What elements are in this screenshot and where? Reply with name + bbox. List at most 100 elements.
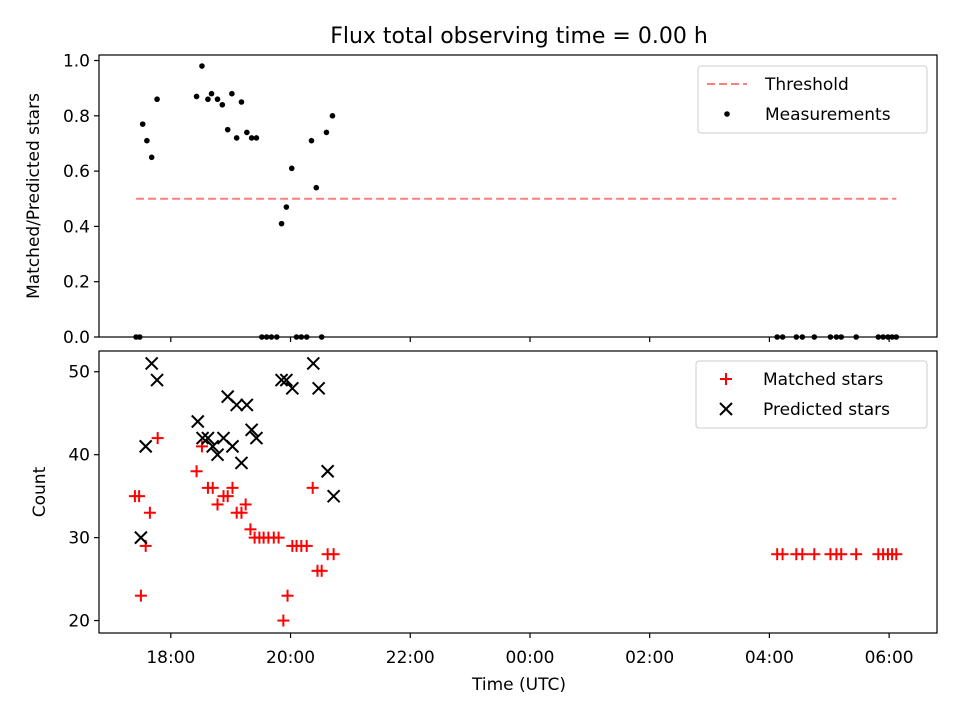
predicted-star-point [285, 381, 300, 396]
measurement-point [288, 165, 295, 172]
bottom-xtick-label: 20:00 [266, 648, 315, 668]
predicted-star-point [210, 447, 225, 462]
bottom-legend-box [695, 360, 928, 429]
matched-star-point [327, 548, 340, 561]
measurement-point [323, 129, 330, 136]
predicted-star-point [195, 431, 210, 445]
top-axes-frame [98, 54, 938, 338]
predicted-star-point [244, 423, 259, 437]
matched-star-point [143, 506, 156, 519]
measurement-point [139, 121, 146, 127]
matched-star-point [211, 498, 224, 511]
predicted-star-point [144, 356, 159, 371]
matched-star-point [134, 589, 147, 602]
top-ytick-label: 0.0 [63, 328, 90, 348]
matched-star-point [221, 490, 234, 503]
measurement-point [193, 93, 200, 100]
measurement-point [238, 99, 245, 105]
measurement-point [219, 101, 226, 108]
matched-star-point [776, 548, 789, 561]
measurement-point [148, 154, 155, 161]
top-ytick-label: 0.8 [63, 107, 90, 127]
top-x-ticks [170, 337, 890, 342]
matched-star-point [272, 531, 285, 544]
top-ytick-label: 1.0 [63, 52, 90, 72]
predicted-star-point [326, 489, 341, 503]
measurement-point [229, 90, 235, 97]
matched-star-point [835, 548, 848, 561]
matched-star-point [850, 548, 863, 561]
measurement-point [208, 90, 215, 97]
measurement-point [224, 126, 231, 133]
matched-star-point [244, 523, 257, 536]
predicted-star-point [134, 530, 148, 545]
matched-star-point [300, 539, 313, 552]
matched-star-point [890, 548, 903, 561]
predicted-star-point [201, 431, 215, 445]
matched-star-point [151, 432, 164, 445]
measurement-point [313, 184, 320, 191]
legend-threshold-label: Threshold [764, 75, 849, 95]
predicted-star-point [311, 381, 326, 396]
top-legend: Threshold Measurements [697, 65, 928, 134]
bottom-xtick-label: 00:00 [505, 648, 554, 668]
legend-predicted-swatch [719, 402, 733, 416]
matched-star-point [281, 589, 294, 602]
predicted-star-point [279, 373, 294, 387]
bottom-xtick-label: 04:00 [745, 648, 794, 668]
measurement-point [253, 135, 260, 141]
top-ylabel: Matched/Predicted stars [24, 93, 44, 299]
bottom-xtick-label: 22:00 [386, 648, 435, 668]
measurement-point [278, 220, 285, 227]
matched-star-point [226, 481, 239, 494]
bottom-xtick-label: 18:00 [146, 648, 195, 668]
matched-star-point [808, 548, 821, 561]
predicted-star-point [225, 439, 240, 454]
measurement-point [283, 204, 290, 210]
bottom-xtick-label: 02:00 [625, 648, 674, 668]
predicted-star-point [274, 373, 289, 387]
predicted-star-point [138, 439, 153, 454]
legend-matched-label: Matched stars [763, 370, 883, 390]
measurement-point [154, 96, 160, 103]
measurement-point [199, 63, 205, 69]
matched-star-point [235, 506, 248, 519]
bottom-x-axis: 18:00 20:00 22:00 00:00 02:00 04:00 06:00 [146, 633, 914, 668]
matched-star-point [306, 481, 319, 494]
measurement-point [144, 137, 150, 144]
predicted-star-point [240, 398, 254, 412]
matched-star-point [796, 548, 809, 561]
measurement-point [308, 137, 315, 144]
bottom-legend: Matched stars Predicted stars [695, 360, 928, 429]
measurement-point [248, 135, 255, 141]
predicted-star-point [150, 373, 164, 387]
top-ytick-label: 0.6 [63, 162, 90, 182]
bottom-ytick-label: 20 [68, 612, 90, 632]
matched-star-point [315, 564, 328, 577]
measurement-point [329, 113, 336, 119]
bottom-axes-frame [98, 350, 938, 634]
chart-title: Flux total observing time = 0.00 h [330, 24, 708, 49]
measurement-point [214, 96, 221, 103]
matched-star-point [190, 465, 203, 478]
bottom-ytick-label: 40 [68, 446, 90, 466]
legend-measurements-swatch [724, 111, 730, 117]
matched-star-point [239, 498, 252, 511]
matched-star-point [195, 440, 208, 453]
bottom-y-axis: 20 30 40 50 [68, 363, 99, 632]
measurement-point [244, 129, 250, 136]
legend-matched-swatch [720, 373, 732, 385]
legend-predicted-label: Predicted stars [763, 400, 890, 420]
predicted-star-point [229, 398, 244, 412]
matched-star-point [206, 481, 219, 494]
predicted-star-point [306, 356, 320, 371]
predicted-star-point [191, 414, 205, 429]
bottom-ytick-label: 30 [68, 529, 90, 549]
top-ytick-label: 0.4 [63, 217, 90, 237]
bottom-ylabel: Count [30, 466, 50, 517]
predicted-star-point [320, 464, 335, 478]
xlabel: Time (UTC) [471, 675, 566, 695]
bottom-plot-area [128, 356, 903, 627]
matched-star-point [277, 614, 290, 627]
